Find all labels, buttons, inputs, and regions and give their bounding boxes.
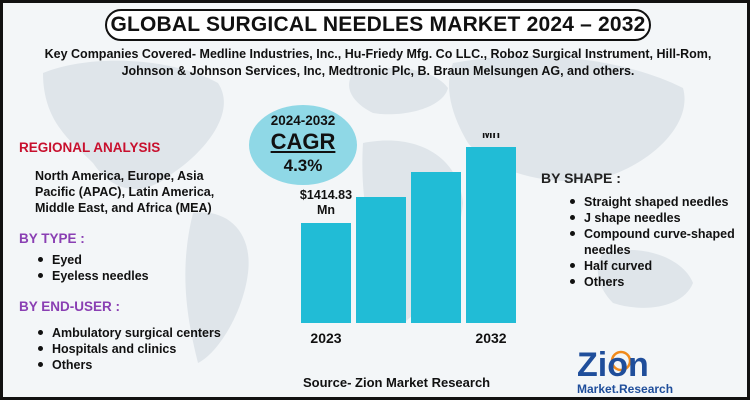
bullet-icon [570, 231, 575, 236]
data-label-2023: $1414.83 Mn [300, 188, 352, 217]
by-type-heading: BY TYPE : [19, 231, 85, 246]
list-item-label: Others [584, 275, 625, 289]
list-item-label: J shape needles [584, 211, 681, 225]
list-item-label: Eyeless needles [52, 269, 149, 283]
regional-analysis-text: North America, Europe, Asia Pacific (APA… [35, 169, 215, 215]
cagr-value: 4.3% [283, 156, 323, 175]
list-item: Half curved [567, 258, 745, 274]
list-item: Ambulatory surgical centers [35, 325, 221, 341]
logo-sub-text: Market.Research [577, 382, 673, 396]
x-tick-label-2023: 2023 [310, 330, 341, 346]
map-europe [349, 68, 448, 115]
list-item: Eyed [35, 252, 149, 268]
list-item: J shape needles [567, 210, 745, 226]
list-item-label: Half curved [584, 259, 653, 273]
cagr-period: 2024-2032 [270, 113, 336, 128]
cagr-label: CAGR [270, 129, 336, 154]
map-south-america [185, 212, 249, 363]
list-item-label: Hospitals and clinics [52, 342, 177, 356]
bullet-icon [38, 362, 43, 367]
source-text: Source- Zion Market Research [303, 375, 491, 390]
regional-analysis-heading: REGIONAL ANALYSIS [19, 140, 161, 155]
list-item: Others [567, 274, 745, 290]
cagr-badge: 2024-2032 CAGR 4.3% [249, 105, 357, 185]
list-item-label: Compound curve-shaped needles [584, 227, 735, 257]
list-item: Straight shaped needles [567, 194, 745, 210]
by-type-list: Eyed Eyeless needles [35, 252, 149, 284]
list-item-label: Ambulatory surgical centers [52, 326, 221, 340]
by-shape-list: Straight shaped needles J shape needles … [567, 194, 745, 290]
bar-2023 [301, 223, 351, 323]
zion-logo: Zion Market.Research [577, 346, 673, 396]
map-north-america [43, 60, 224, 190]
logo-brand-text: Zion [577, 346, 649, 384]
list-item-label: Eyed [52, 253, 82, 267]
bullet-icon [570, 279, 575, 284]
bullet-icon [38, 273, 43, 278]
bullet-icon [38, 257, 43, 262]
bullet-icon [570, 263, 575, 268]
list-item: Eyeless needles [35, 268, 149, 284]
bullet-icon [38, 330, 43, 335]
logo-ring-icon [610, 350, 632, 372]
list-item: Compound curve-shaped needles [567, 226, 745, 258]
x-tick-label-2032: 2032 [475, 330, 506, 346]
bar-2032 [466, 147, 516, 323]
list-item-label: Straight shaped needles [584, 195, 729, 209]
title-banner: GLOBAL SURGICAL NEEDLES MARKET 2024 – 20… [105, 9, 651, 41]
bar-unlabeled-1 [356, 197, 406, 323]
bullet-icon [570, 199, 575, 204]
key-companies-text: Key Companies Covered- Medline Industrie… [44, 47, 712, 78]
by-end-user-heading: BY END-USER : [19, 299, 121, 314]
bullet-icon [38, 346, 43, 351]
data-label-2032: $301.81Mn [468, 133, 513, 141]
map-australia [597, 249, 693, 308]
bullet-icon [570, 215, 575, 220]
by-shape-heading: BY SHAPE : [541, 170, 621, 186]
list-item: Hospitals and clinics [35, 341, 221, 357]
page-title: GLOBAL SURGICAL NEEDLES MARKET 2024 – 20… [110, 13, 646, 36]
list-item-label: Others [52, 358, 93, 372]
by-end-user-list: Ambulatory surgical centers Hospitals an… [35, 325, 221, 373]
list-item: Others [35, 357, 221, 373]
bar-unlabeled-2 [411, 172, 461, 323]
